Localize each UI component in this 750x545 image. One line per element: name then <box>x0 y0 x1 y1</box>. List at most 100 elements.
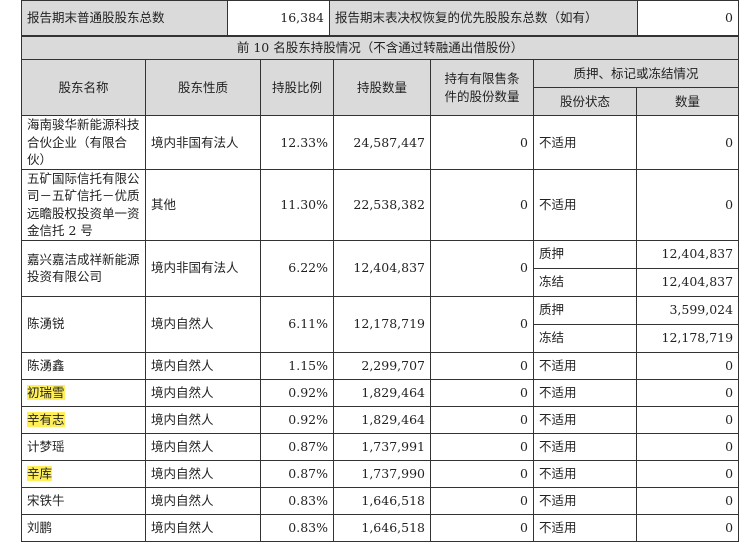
holding-ratio: 0.92% <box>260 405 334 434</box>
share-count: 12,404,837 <box>333 239 431 297</box>
restricted-shares: 0 <box>430 295 534 353</box>
restricted-shares: 0 <box>430 378 534 407</box>
holding-ratio: 0.87% <box>260 432 334 461</box>
pledge-qty: 0 <box>635 486 740 515</box>
shareholder-name-text: 五矿国际信托有限公司－五矿信托－优质远瞻股权投资单一资金信托 2 号 <box>27 170 140 239</box>
restricted-shares: 0 <box>430 513 534 542</box>
table-row: 初瑞雪 境内自然人 0.92% 1,829,464 0 不适用 0 <box>21 378 740 407</box>
holding-ratio: 0.83% <box>260 486 334 515</box>
table-row: 辛有志 境内自然人 0.92% 1,829,464 0 不适用 0 <box>21 405 740 434</box>
common-holders-label: 报告期末普通股股东总数 <box>21 0 228 36</box>
shareholder-name-text: 辛库 <box>27 465 53 481</box>
table-row: 宋铁牛 境内自然人 0.83% 1,646,518 0 不适用 0 <box>21 486 740 515</box>
pledge-qty: 0 <box>635 351 740 380</box>
pledge-qty: 0 <box>635 378 740 407</box>
shareholder-nature: 境内自然人 <box>145 378 261 407</box>
header-pledge-group: 质押、标记或冻结情况 <box>532 59 740 88</box>
holding-ratio: 0.83% <box>260 513 334 542</box>
shareholder-nature: 境内自然人 <box>145 405 261 434</box>
restricted-shares: 0 <box>430 459 534 488</box>
table-subrow: 冻结 12,178,719 <box>22 323 740 353</box>
pledge-qty: 0 <box>635 168 740 241</box>
shareholder-nature: 境内自然人 <box>145 459 261 488</box>
summary-table: 报告期末普通股股东总数 16,384 报告期末表决权恢复的优先股股东总数（如有）… <box>21 0 739 36</box>
pledge-qty: 12,404,837 <box>635 267 740 297</box>
table-row: 陈湧锐 境内自然人 6.11% 12,178,719 0 质押 3,599,024 <box>21 295 740 353</box>
shareholder-nature: 境内自然人 <box>145 351 261 380</box>
share-count: 24,587,447 <box>333 115 431 170</box>
restricted-shares: 0 <box>430 486 534 515</box>
shareholder-name-text: 宋铁牛 <box>27 492 65 508</box>
holding-ratio: 6.11% <box>260 295 334 353</box>
shareholder-table: 报告期末普通股股东总数 16,384 报告期末表决权恢复的优先股股东总数（如有）… <box>20 0 740 542</box>
shareholder-name-text: 陈湧锐 <box>27 316 65 332</box>
table-subrow: 冻结 12,404,837 <box>22 267 740 297</box>
shareholder-name-text: 初瑞雪 <box>27 384 65 400</box>
shareholder-name: 海南骏华新能源科技合伙企业（有限合伙） <box>21 115 146 170</box>
preferred-holders-label: 报告期末表决权恢复的优先股股东总数（如有） <box>329 0 638 36</box>
share-count: 22,538,382 <box>333 168 431 241</box>
table-row: 陈湧鑫 境内自然人 1.15% 2,299,707 0 不适用 0 <box>21 351 740 380</box>
pledge-status: 不适用 <box>533 432 637 461</box>
header-restricted: 持有有限售条件的股份数量 <box>430 59 534 116</box>
pledge-status: 不适用 <box>533 513 637 542</box>
shareholder-name: 宋铁牛 <box>21 486 146 515</box>
pledge-status: 不适用 <box>533 115 637 170</box>
summary-row: 报告期末普通股股东总数 16,384 报告期末表决权恢复的优先股股东总数（如有）… <box>21 0 739 36</box>
table-row: 五矿国际信托有限公司－五矿信托－优质远瞻股权投资单一资金信托 2 号其他 11.3… <box>21 168 740 241</box>
header-subrow: 股份状态 数量 <box>22 87 740 116</box>
shareholder-name-text: 海南骏华新能源科技合伙企业（有限合伙） <box>27 117 140 167</box>
share-count: 1,737,990 <box>333 459 431 488</box>
pledge-qty: 0 <box>635 513 740 542</box>
top10-table: 前 10 名股东持股情况（不含通过转融通出借股份） 股东名称 股东性质 持股比例… <box>20 36 740 542</box>
shareholder-name: 辛有志 <box>21 405 146 434</box>
share-count: 1,646,518 <box>333 486 431 515</box>
restricted-shares: 0 <box>430 351 534 380</box>
header-qty: 数量 <box>635 87 740 116</box>
header-status: 股份状态 <box>533 87 637 116</box>
shareholder-nature: 境内非国有法人 <box>145 239 261 297</box>
table-row: 辛库 境内自然人 0.87% 1,737,990 0 不适用 0 <box>21 459 740 488</box>
shareholder-name-text: 刘鹏 <box>27 519 53 535</box>
shareholder-name: 辛库 <box>21 459 146 488</box>
shareholder-name: 陈湧鑫 <box>21 351 146 380</box>
pledge-status: 冻结 <box>533 267 637 297</box>
shareholder-nature: 境内自然人 <box>145 513 261 542</box>
restricted-shares: 0 <box>430 405 534 434</box>
header-name: 股东名称 <box>21 59 146 116</box>
pledge-qty: 3,599,024 <box>635 295 740 325</box>
table-row: 嘉兴嘉洁成祥新能源投资有限公司 境内非国有法人 6.22% 12,404,837 0 质押… <box>21 239 740 297</box>
header-nature: 股东性质 <box>145 59 261 116</box>
shareholder-nature: 境内非国有法人 <box>145 115 261 170</box>
shareholder-name-text: 计梦瑶 <box>27 438 65 454</box>
shareholder-name-text: 陈湧鑫 <box>27 357 65 373</box>
shareholder-nature: 境内自然人 <box>145 295 261 353</box>
restricted-shares: 0 <box>430 432 534 461</box>
shareholder-name-text: 辛有志 <box>27 411 65 427</box>
pledge-status: 质押 <box>533 239 637 269</box>
header-ratio: 持股比例 <box>260 59 334 116</box>
shareholder-name: 陈湧锐 <box>21 295 146 353</box>
section-title: 前 10 名股东持股情况（不含通过转融通出借股份） <box>20 36 740 60</box>
holding-ratio: 0.87% <box>260 459 334 488</box>
header-row: 股东名称 股东性质 持股比例 持股数量 持有有限售条件的股份数量 质押、标记或冻… <box>21 59 740 116</box>
pledge-status: 不适用 <box>533 459 637 488</box>
common-holders-value: 16,384 <box>227 0 330 36</box>
pledge-qty: 0 <box>635 459 740 488</box>
shareholder-name: 计梦瑶 <box>21 432 146 461</box>
header-shares: 持股数量 <box>333 59 431 116</box>
shareholder-nature: 境内自然人 <box>145 432 261 461</box>
pledge-status: 质押 <box>533 295 637 325</box>
pledge-qty: 0 <box>635 432 740 461</box>
holding-ratio: 6.22% <box>260 239 334 297</box>
pledge-status: 不适用 <box>533 486 637 515</box>
share-count: 12,178,719 <box>333 295 431 353</box>
pledge-status: 不适用 <box>533 378 637 407</box>
pledge-status: 冻结 <box>533 323 637 353</box>
holding-ratio: 1.15% <box>260 351 334 380</box>
shareholder-name-text: 嘉兴嘉洁成祥新能源投资有限公司 <box>27 251 140 285</box>
share-count: 2,299,707 <box>333 351 431 380</box>
restricted-shares: 0 <box>430 115 534 170</box>
pledge-qty: 12,178,719 <box>635 323 740 353</box>
shareholder-nature: 其他 <box>145 168 261 241</box>
